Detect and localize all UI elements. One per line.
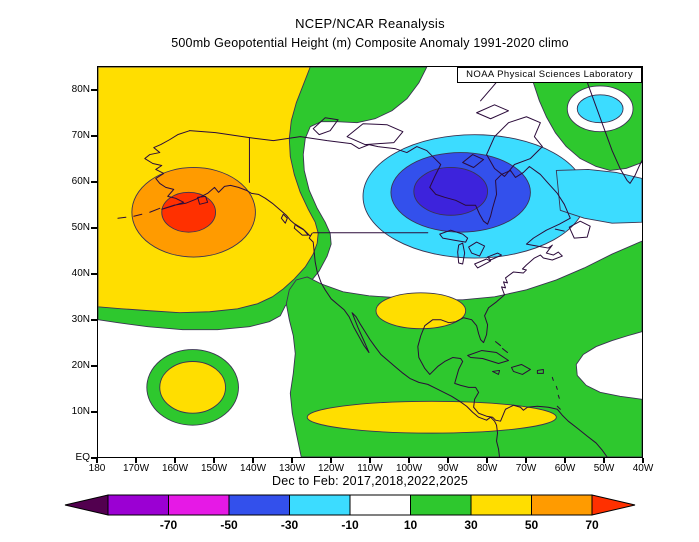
anomaly-shading (98, 67, 642, 457)
x-axis-label: 170W (122, 463, 150, 474)
x-axis-tick (330, 458, 332, 463)
x-axis-tick (174, 458, 176, 463)
x-axis-label: 80W (476, 463, 498, 474)
x-axis-label: 110W (357, 463, 383, 474)
x-axis-label: 70W (515, 463, 537, 474)
contour-yellow-tropical-band (306, 400, 557, 434)
y-axis-tick (91, 135, 97, 137)
x-axis-label: 120W (317, 463, 345, 474)
map-frame: NOAA Physical Sciences Laboratory (97, 66, 643, 458)
y-axis-label: 30N (71, 314, 90, 325)
contour-yellow-tropical-blob (159, 361, 226, 414)
colorbar-tick-label: 30 (464, 518, 478, 532)
x-axis-label: 50W (593, 463, 615, 474)
x-axis-tick (369, 458, 371, 463)
y-axis-tick (91, 319, 97, 321)
contour-blue-negative-core (413, 167, 489, 216)
colorbar-tick-label: 10 (403, 518, 418, 532)
x-axis-tick (408, 458, 410, 463)
x-axis-label: 180 (88, 463, 106, 474)
x-axis-tick (564, 458, 566, 463)
y-axis-label: 60N (71, 176, 90, 187)
y-axis-label: EQ (75, 452, 90, 463)
x-axis-tick (213, 458, 215, 463)
composite-caption: Dec to Feb: 2017,2018,2022,2025 (272, 474, 468, 488)
x-axis-tick (603, 458, 605, 463)
x-axis-label: 150W (200, 463, 228, 474)
y-axis-label: 20N (71, 360, 90, 371)
colorbar-tick-label: -30 (280, 518, 299, 532)
political-borders (248, 137, 429, 234)
x-axis-tick (525, 458, 527, 463)
y-axis-tick (91, 273, 97, 275)
x-axis-tick (252, 458, 254, 463)
x-axis-label: 140W (239, 463, 267, 474)
islands-pacific (117, 195, 309, 236)
x-axis-tick (447, 458, 449, 463)
colorbar-arrow-right (591, 494, 636, 516)
y-axis-label: 40N (71, 268, 90, 279)
y-axis-label: 50N (71, 222, 90, 233)
colorbar-tick-labels: -70 -50 -30 -10 10 30 50 70 (63, 494, 637, 532)
x-axis-label: 160W (161, 463, 189, 474)
x-axis-tick (486, 458, 488, 463)
map-plot (98, 67, 642, 457)
great-lakes (439, 229, 503, 269)
y-axis-tick (91, 457, 97, 459)
colorbar-tick-label: 70 (585, 518, 599, 532)
plot-subtitle: 500mb Geopotential Height (m) Composite … (171, 36, 569, 50)
islands-atlantic (467, 220, 591, 375)
x-axis-tick (135, 458, 137, 463)
x-axis-label: 40W (632, 463, 654, 474)
x-axis-tick (642, 458, 644, 463)
greenland-coast (581, 67, 642, 184)
x-axis-tick (96, 458, 98, 463)
colorbar-tick-label: -50 (220, 518, 238, 532)
contour-red-positive-core (161, 191, 217, 233)
y-axis-label: 70N (71, 130, 90, 141)
colorbar: -70 -50 -30 -10 10 30 50 70 (63, 494, 637, 538)
arctic-islands (312, 67, 543, 177)
x-axis-label: 90W (437, 463, 459, 474)
colorbar-tick-label: -10 (341, 518, 359, 532)
y-axis-label: 10N (71, 406, 90, 417)
coastlines (117, 67, 642, 457)
colorbar-svg (64, 494, 636, 516)
colorbar-tick-label: 50 (524, 518, 539, 532)
coastline-pacific (144, 130, 501, 457)
y-axis-tick (91, 227, 97, 229)
watermark-box: NOAA Physical Sciences Laboratory (457, 67, 642, 83)
y-axis-label: 80N (71, 84, 90, 95)
lesser-antilles (551, 376, 561, 410)
y-axis-tick (91, 89, 97, 91)
colorbar-tick-label: -70 (159, 518, 178, 532)
y-axis-tick (91, 411, 97, 413)
x-axis-label: 130W (278, 463, 306, 474)
y-axis-tick (91, 181, 97, 183)
contour-yellow-southern-us (375, 292, 467, 330)
x-axis-label: 100W (395, 463, 423, 474)
page-title: NCEP/NCAR Reanalysis (295, 16, 445, 31)
x-axis-tick (291, 458, 293, 463)
coastline-arctic-atlantic (189, 130, 608, 457)
x-axis-label: 60W (554, 463, 576, 474)
y-axis-tick (91, 365, 97, 367)
contour-cyan-patch-northeast (576, 94, 624, 124)
